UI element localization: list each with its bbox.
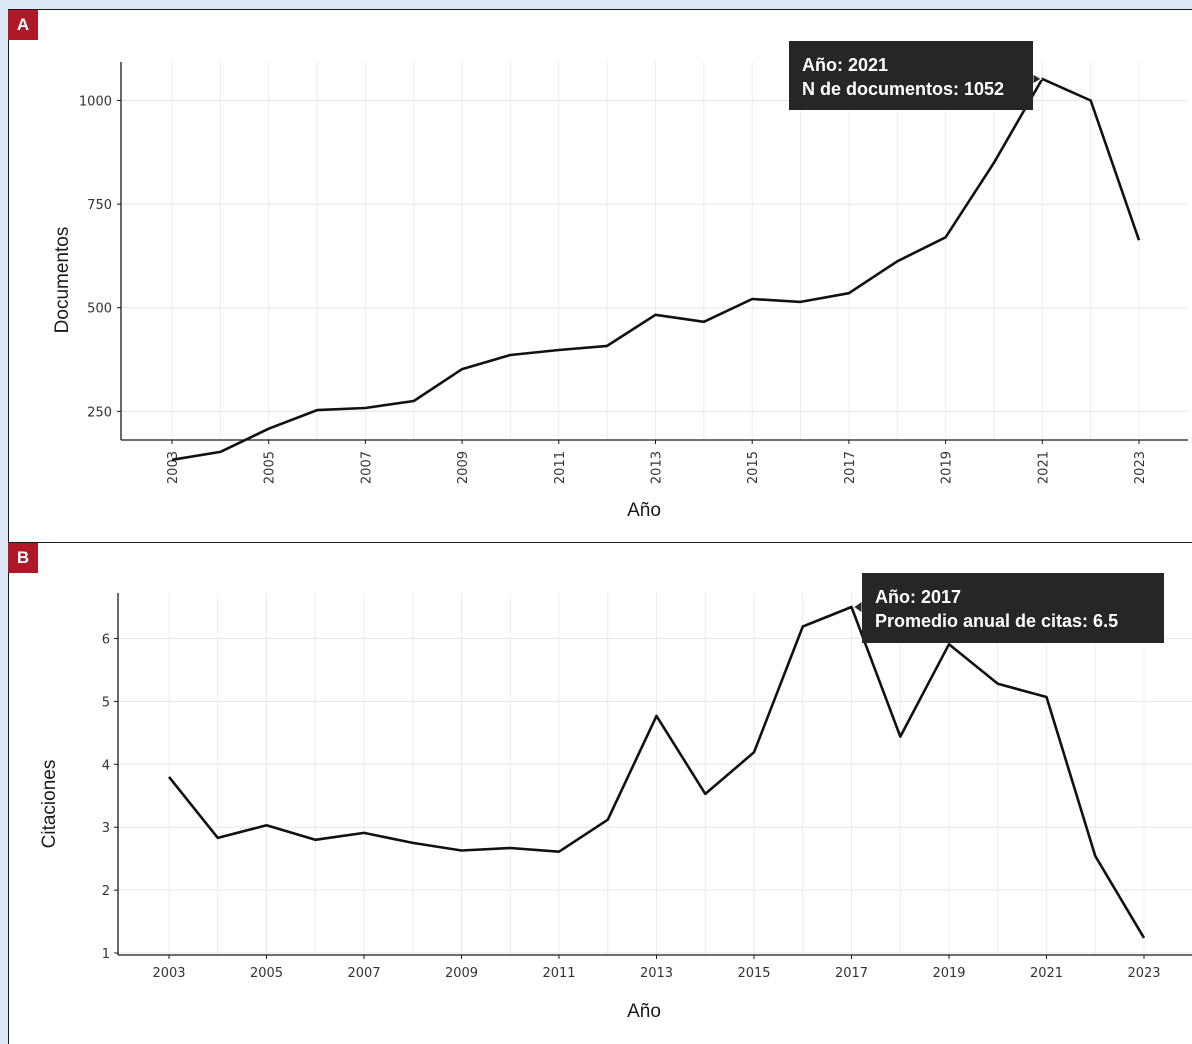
panel-label-b: B [8, 543, 38, 573]
data-point[interactable] [750, 748, 758, 756]
data-point[interactable] [409, 839, 417, 847]
data-point[interactable] [165, 773, 173, 781]
x-tick-label: 2021 [1030, 966, 1063, 981]
data-point[interactable] [990, 159, 998, 167]
series-line [171, 77, 1141, 462]
data-point[interactable] [893, 257, 901, 265]
x-tick-label: 2005 [263, 451, 278, 484]
data-point[interactable] [748, 295, 756, 303]
data-point[interactable] [311, 836, 319, 844]
data-point[interactable] [1091, 852, 1099, 860]
panel-divider [8, 542, 1192, 543]
x-tick-label: 2011 [553, 451, 568, 484]
data-point[interactable] [410, 397, 418, 405]
panel-label-a: A [8, 10, 38, 40]
data-point[interactable] [845, 289, 853, 297]
y-tick-label: 250 [87, 405, 112, 420]
x-tick-label: 2007 [359, 451, 374, 484]
x-tick-label: 2023 [1127, 966, 1160, 981]
data-point[interactable] [506, 844, 514, 852]
data-point[interactable] [896, 733, 904, 741]
data-point[interactable] [360, 829, 368, 837]
x-tick-label: 2017 [835, 966, 868, 981]
x-tick-label: 2023 [1133, 451, 1148, 484]
data-point[interactable] [313, 406, 321, 414]
x-tick-label: 2015 [746, 451, 761, 484]
tooltip-line-1: Año: 2021 [802, 55, 888, 75]
x-tick-label: 2005 [250, 966, 283, 981]
x-tick-label: 2011 [542, 966, 575, 981]
tooltip-pointer [852, 600, 863, 615]
data-point[interactable] [506, 351, 514, 359]
data-point[interactable] [797, 298, 805, 306]
tooltip-box [789, 41, 1033, 110]
x-tick-label: 2019 [932, 966, 965, 981]
data-point[interactable] [994, 680, 1002, 688]
tooltip-line-2: Promedio anual de citas: 6.5 [875, 611, 1118, 631]
y-tick-label: 2 [102, 884, 110, 899]
data-point[interactable] [652, 311, 660, 319]
y-axis-title: Citaciones [39, 760, 60, 849]
data-point[interactable] [265, 425, 273, 433]
data-point[interactable] [168, 456, 176, 464]
y-tick-label: 3 [102, 821, 110, 836]
y-axis-title: Documentos [52, 227, 73, 334]
data-point[interactable] [653, 712, 661, 720]
x-tick-label: 2013 [640, 966, 673, 981]
tooltip-box [862, 573, 1164, 643]
y-tick-label: 6 [102, 633, 110, 648]
data-point[interactable] [1087, 97, 1095, 105]
figure-frame [8, 9, 1192, 1044]
x-tick-label: 2007 [347, 966, 380, 981]
x-tick-label: 2009 [456, 451, 471, 484]
x-tick-label: 2017 [843, 451, 858, 484]
data-point[interactable] [214, 834, 222, 842]
x-tick-label: 2021 [1036, 451, 1051, 484]
data-point[interactable] [1135, 236, 1143, 244]
tooltip-line-2: N de documentos: 1052 [802, 79, 1004, 99]
data-point[interactable] [942, 233, 950, 241]
data-point[interactable] [458, 365, 466, 373]
data-point[interactable] [604, 816, 612, 824]
data-point[interactable] [555, 848, 563, 856]
y-tick-label: 5 [102, 695, 110, 710]
x-tick-label: 2003 [166, 451, 181, 484]
data-point[interactable] [361, 404, 369, 412]
x-tick-label: 2003 [152, 966, 185, 981]
tooltip-line-1: Año: 2017 [875, 587, 961, 607]
y-tick-label: 500 [87, 302, 112, 317]
x-axis-title: Año [627, 500, 661, 521]
data-point[interactable] [216, 448, 224, 456]
data-point[interactable] [700, 318, 708, 326]
y-tick-label: 4 [102, 758, 110, 773]
y-tick-label: 1 [102, 947, 110, 962]
x-tick-label: 2015 [737, 966, 770, 981]
data-point[interactable] [603, 342, 611, 350]
data-point[interactable] [1043, 693, 1051, 701]
y-tick-label: 1000 [79, 95, 112, 110]
data-point[interactable] [263, 821, 271, 829]
x-axis-title: Año [627, 1001, 661, 1022]
x-tick-label: 2013 [650, 451, 665, 484]
data-point[interactable] [555, 346, 563, 354]
y-tick-label: 750 [87, 198, 112, 213]
data-point[interactable] [701, 790, 709, 798]
series-line [167, 605, 1146, 939]
x-tick-label: 2019 [940, 451, 955, 484]
x-tick-label: 2009 [445, 966, 478, 981]
data-point[interactable] [458, 846, 466, 854]
data-point[interactable] [799, 623, 807, 631]
data-point[interactable] [1140, 934, 1148, 942]
